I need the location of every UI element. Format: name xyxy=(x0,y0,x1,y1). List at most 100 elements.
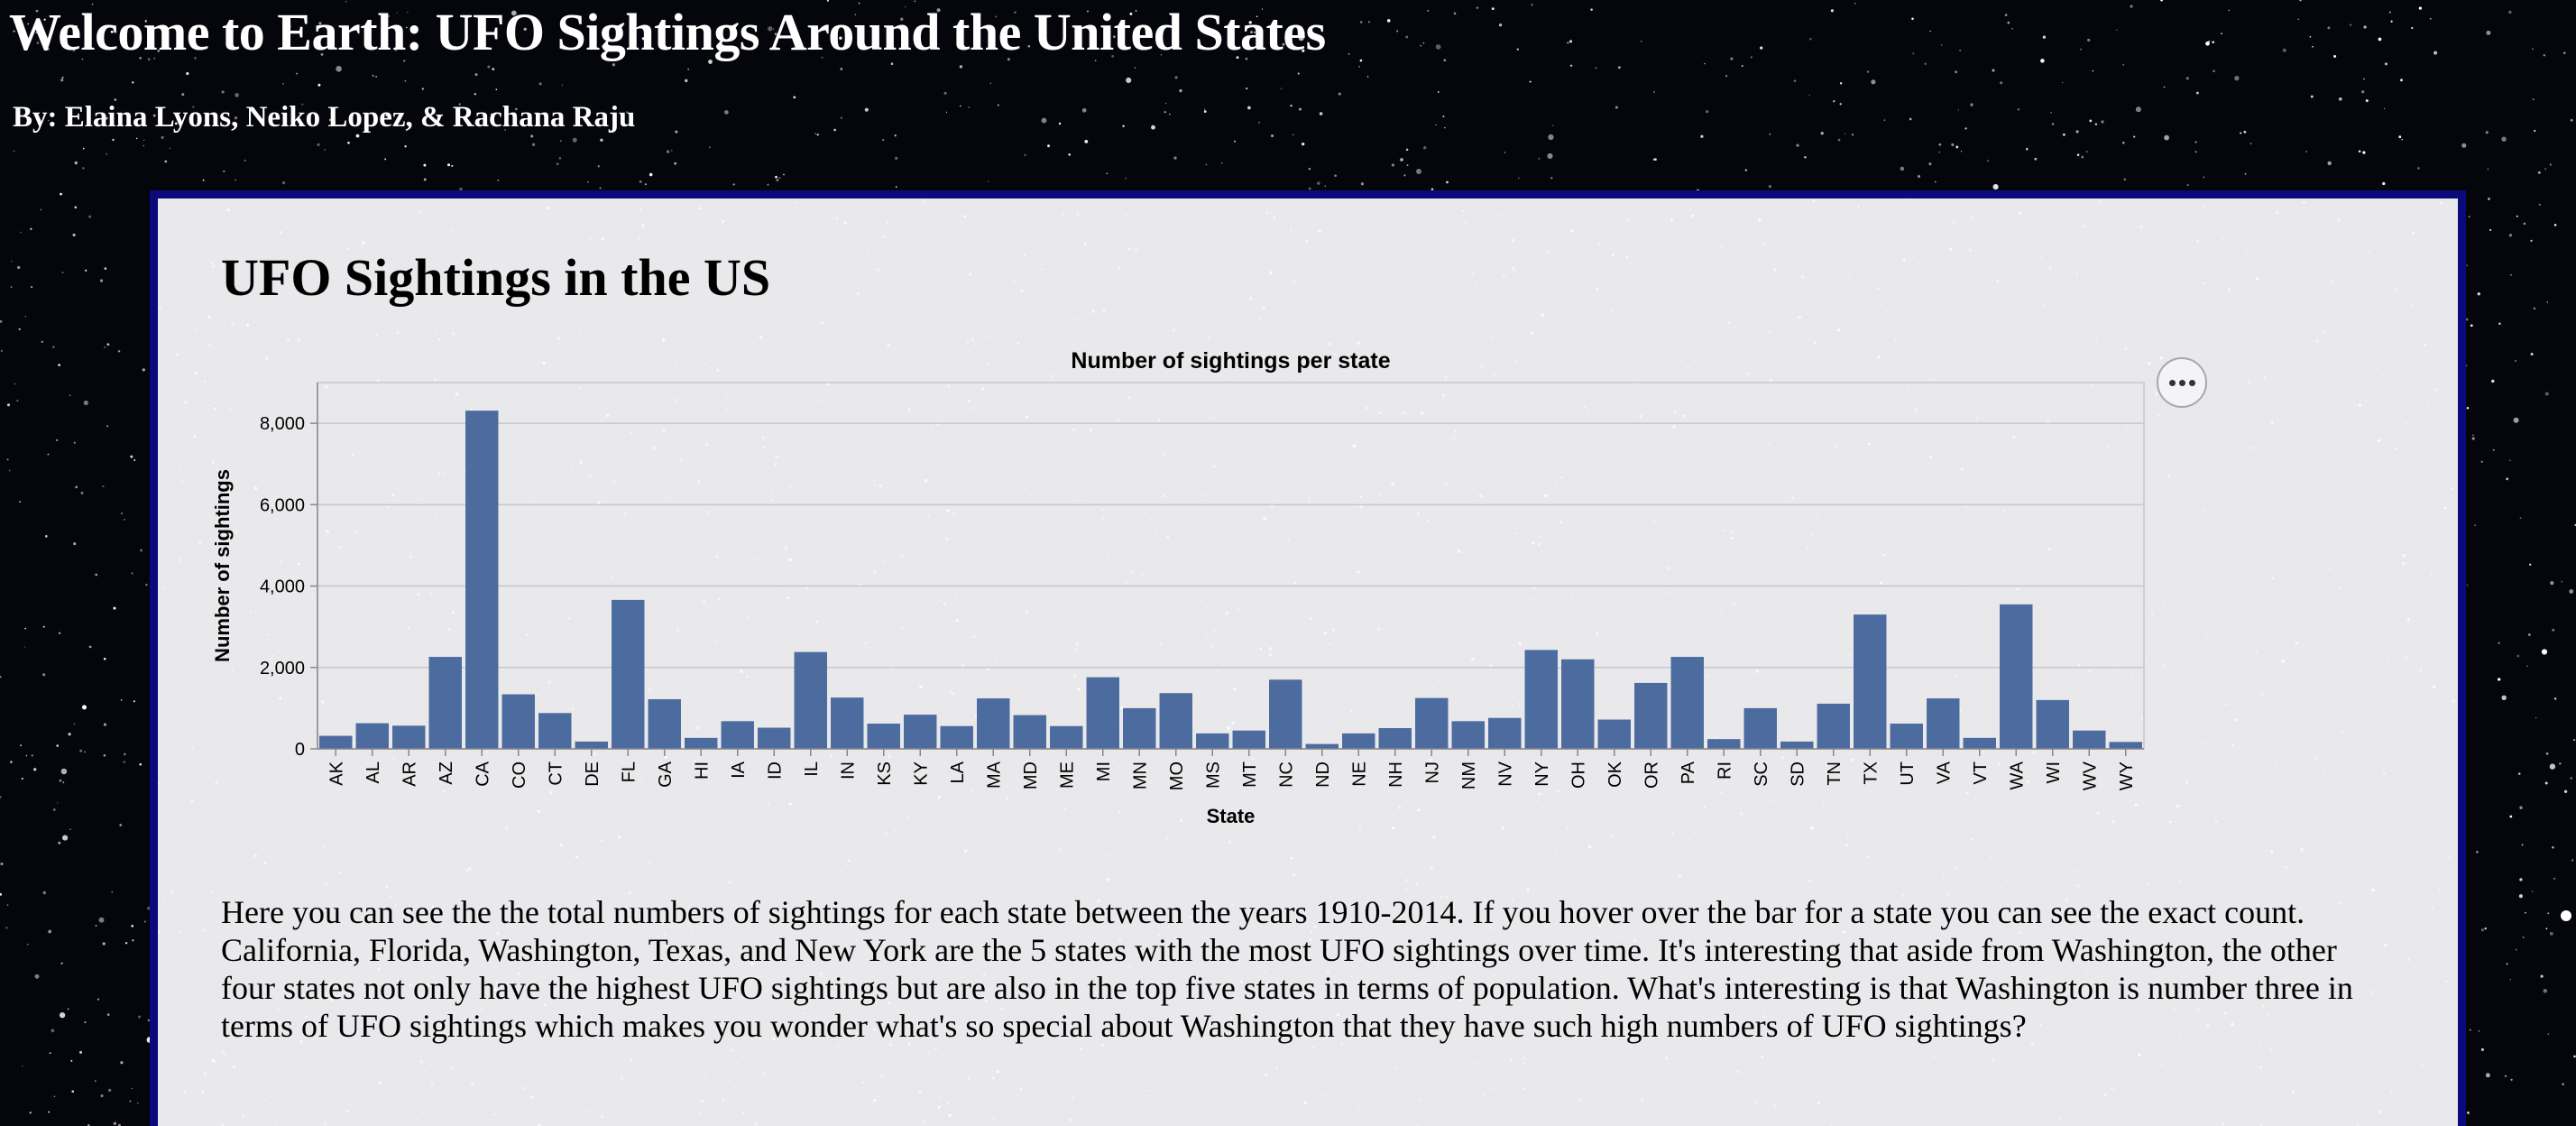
bar-nd[interactable] xyxy=(1305,743,1339,749)
star xyxy=(1531,3,1533,6)
bar-oh[interactable] xyxy=(1561,659,1595,749)
bar-ks[interactable] xyxy=(867,724,900,749)
bar-nv[interactable] xyxy=(1488,717,1522,749)
bar-wi[interactable] xyxy=(2036,699,2069,749)
bar-me[interactable] xyxy=(1050,725,1083,749)
star xyxy=(1258,122,1260,124)
bar-nj[interactable] xyxy=(1415,697,1449,749)
bar-wy[interactable] xyxy=(2109,742,2142,749)
panel-speck xyxy=(287,339,290,342)
bar-al[interactable] xyxy=(355,723,389,749)
bar-ok[interactable] xyxy=(1597,719,1631,749)
bar-mi[interactable] xyxy=(1086,677,1119,749)
bar-sd[interactable] xyxy=(1780,741,1814,749)
bar-ct[interactable] xyxy=(538,713,572,749)
star xyxy=(817,44,820,47)
bar-ut[interactable] xyxy=(1890,724,1923,749)
y-tick-label: 6,000 xyxy=(260,495,305,515)
bar-sc[interactable] xyxy=(1743,707,1777,749)
bar-ky[interactable] xyxy=(904,715,937,749)
bar-fl[interactable] xyxy=(612,599,645,749)
star xyxy=(1992,69,1995,72)
panel-speck xyxy=(1523,1056,1526,1059)
bar-ny[interactable] xyxy=(1524,650,1558,749)
bar-co[interactable] xyxy=(501,694,535,749)
y-tick-label: 4,000 xyxy=(260,577,305,597)
bar-pa[interactable] xyxy=(1670,657,1704,749)
star xyxy=(644,183,647,186)
panel-speck xyxy=(1357,1105,1360,1108)
bar-wv[interactable] xyxy=(2073,730,2106,749)
bar-mt[interactable] xyxy=(1232,730,1265,749)
panel-speck xyxy=(375,333,379,337)
panel-speck xyxy=(1118,1050,1119,1053)
star xyxy=(124,752,126,756)
star xyxy=(1391,163,1394,167)
panel-speck xyxy=(2357,333,2359,335)
star xyxy=(2549,931,2553,936)
star xyxy=(2081,155,2084,159)
panel-speck xyxy=(601,1115,603,1118)
panel-speck xyxy=(2045,203,2047,205)
panel-speck xyxy=(1492,1087,1495,1090)
chart-actions-button[interactable] xyxy=(2157,357,2207,408)
bar-ar[interactable] xyxy=(392,725,426,749)
bar-mn[interactable] xyxy=(1123,707,1156,749)
bar-nh[interactable] xyxy=(1378,727,1412,749)
bar-wa[interactable] xyxy=(2000,604,2033,749)
star xyxy=(2363,78,2365,80)
bar-de[interactable] xyxy=(575,741,608,749)
panel-speck xyxy=(2269,1048,2273,1050)
x-tick-label: ID xyxy=(765,761,785,780)
x-tick-label: WY xyxy=(2117,761,2137,790)
star xyxy=(2194,141,2197,143)
x-tick-label: WI xyxy=(2044,761,2064,783)
panel-speck xyxy=(2337,218,2341,222)
bar-ma[interactable] xyxy=(977,698,1010,749)
bar-ca[interactable] xyxy=(465,411,499,749)
bar-id[interactable] xyxy=(758,727,791,749)
bar-vt[interactable] xyxy=(1963,737,1996,749)
panel-speck xyxy=(734,1086,737,1089)
panel-speck xyxy=(1125,214,1128,217)
panel-speck xyxy=(1736,1070,1740,1074)
bar-tx[interactable] xyxy=(1854,614,1887,749)
bar-va[interactable] xyxy=(1927,698,1960,749)
star xyxy=(2418,6,2423,10)
bar-nc[interactable] xyxy=(1269,679,1302,749)
star xyxy=(1550,176,1553,180)
panel-speck xyxy=(546,207,550,210)
bar-az[interactable] xyxy=(428,657,462,749)
bar-hi[interactable] xyxy=(685,737,718,749)
panel-speck xyxy=(627,1111,629,1112)
bar-la[interactable] xyxy=(940,725,973,749)
star xyxy=(221,90,225,94)
star xyxy=(2208,40,2211,42)
panel-speck xyxy=(1773,1104,1776,1108)
panel-speck xyxy=(639,208,642,211)
star xyxy=(2509,459,2511,461)
star xyxy=(120,699,123,701)
bar-ia[interactable] xyxy=(721,721,754,749)
x-tick-label: FL xyxy=(619,761,639,782)
bar-nm[interactable] xyxy=(1451,721,1485,749)
bar-mo[interactable] xyxy=(1159,693,1192,749)
bar-ms[interactable] xyxy=(1196,733,1229,749)
panel-speck xyxy=(2387,1038,2389,1040)
bar-or[interactable] xyxy=(1634,682,1668,749)
star xyxy=(23,646,25,648)
bar-ga[interactable] xyxy=(648,698,681,749)
bar-ne[interactable] xyxy=(1342,733,1375,749)
star xyxy=(19,501,21,503)
star xyxy=(18,328,21,330)
bar-il[interactable] xyxy=(794,651,827,749)
bar-ak[interactable] xyxy=(319,735,353,749)
panel-speck xyxy=(2255,277,2259,281)
star xyxy=(81,705,87,710)
bar-tn[interactable] xyxy=(1817,703,1850,749)
bar-ri[interactable] xyxy=(1707,739,1741,749)
bar-md[interactable] xyxy=(1013,715,1046,749)
bar-in[interactable] xyxy=(831,697,864,749)
star xyxy=(2480,460,2483,463)
panel-speck xyxy=(1817,1101,1820,1105)
